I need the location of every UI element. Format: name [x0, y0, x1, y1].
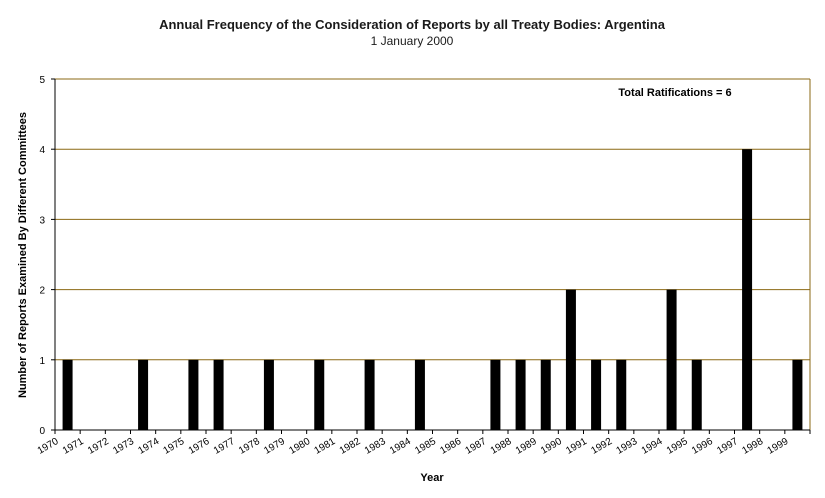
bar-1970	[62, 359, 73, 430]
x-tick-label: 1971	[61, 436, 86, 457]
x-tick-label: 1989	[514, 436, 539, 457]
x-tick-label: 1986	[438, 436, 463, 457]
bar-1976	[213, 359, 224, 430]
x-tick-label: 1994	[640, 436, 665, 457]
bar-1980	[314, 359, 325, 430]
x-tick-label: 1993	[615, 436, 640, 457]
axes	[51, 78, 811, 434]
chart-subtitle: 1 January 2000	[371, 34, 454, 48]
x-tick-label: 1996	[690, 436, 715, 457]
x-tick-label: 1992	[589, 436, 614, 457]
y-tick-label: 5	[39, 75, 45, 86]
bar-1995	[691, 359, 702, 430]
bar-1991	[591, 359, 602, 430]
y-axis-label: Number of Reports Examined By Different …	[17, 112, 29, 398]
x-tick-label: 1980	[287, 436, 312, 457]
bar-1988	[515, 359, 526, 430]
x-tick-label: 1972	[86, 436, 111, 457]
x-tick-label: 1977	[212, 436, 237, 457]
x-tick-label: 1985	[413, 436, 438, 457]
y-tick-label: 0	[39, 426, 45, 437]
x-tick-label: 1970	[36, 436, 61, 457]
x-tick-label: 1988	[489, 436, 514, 457]
x-tick-label: 1979	[262, 436, 287, 457]
bar-1992	[616, 359, 627, 430]
y-tick-label: 3	[39, 215, 45, 226]
x-tick-label: 1978	[237, 436, 262, 457]
bar-1994	[666, 289, 677, 430]
y-tick-label: 4	[39, 145, 45, 156]
x-tick-label: 1997	[715, 436, 740, 457]
chart-title: Annual Frequency of the Consideration of…	[159, 17, 666, 32]
bar-1984	[414, 359, 425, 430]
x-tick-label: 1981	[313, 436, 338, 457]
x-tick-label: 1973	[111, 436, 136, 457]
x-tick-label: 1975	[162, 436, 187, 457]
x-tick-label: 1998	[740, 436, 765, 457]
bar-1973	[138, 359, 149, 430]
bar-1975	[188, 359, 199, 430]
bar-1987	[490, 359, 501, 430]
x-axis-label: Year	[420, 472, 444, 484]
x-tick-labels: 1970 1971 1972 1973 1974 1975 1976 1977 1978 1979…	[36, 436, 791, 457]
x-tick-label: 1990	[539, 436, 564, 457]
y-tick-label: 2	[39, 286, 45, 297]
bar-1989	[540, 359, 551, 430]
bar-1997	[742, 149, 753, 430]
y-tick-label: 1	[39, 356, 45, 367]
bar-1978	[263, 359, 274, 430]
x-tick-label: 1974	[136, 436, 161, 457]
x-tick-label: 1995	[665, 436, 690, 457]
x-tick-label: 1982	[338, 436, 363, 457]
bar-1982	[364, 359, 375, 430]
bar-1990	[565, 289, 576, 430]
bar-1999	[792, 359, 803, 430]
x-tick-label: 1999	[766, 436, 791, 457]
x-tick-label: 1976	[187, 436, 212, 457]
total-ratifications-annotation: Total Ratifications = 6	[618, 87, 731, 99]
x-tick-label: 1983	[363, 436, 388, 457]
x-tick-label: 1991	[564, 436, 589, 457]
x-tick-label: 1987	[464, 436, 489, 457]
y-tick-labels: 0 1 2 3 4 5	[39, 75, 45, 437]
gridlines	[55, 78, 811, 430]
bars	[62, 149, 803, 430]
x-tick-label: 1984	[388, 436, 413, 457]
